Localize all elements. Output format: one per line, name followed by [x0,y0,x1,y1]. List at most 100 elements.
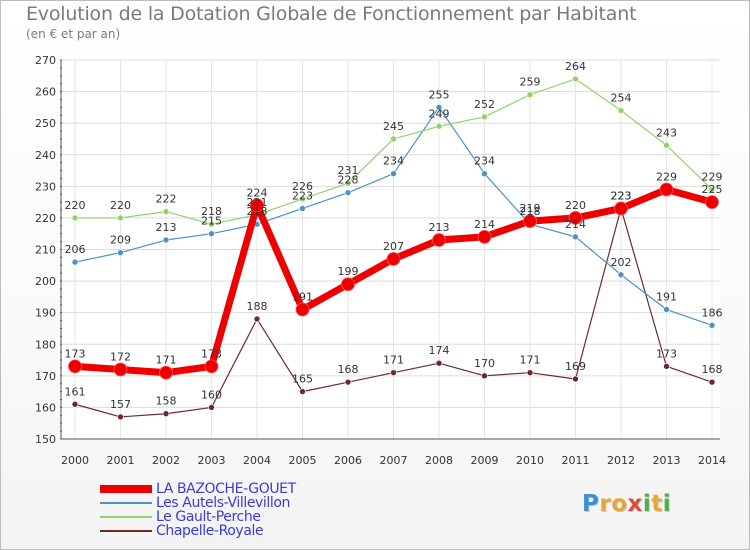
data-label: 186 [702,306,723,319]
x-tick-label: 2009 [471,454,499,467]
y-tick-label: 210 [35,244,56,257]
data-point [435,104,443,111]
data-point [526,91,534,99]
data-label: 173 [201,347,222,360]
data-point [299,205,306,212]
data-point [117,413,124,421]
data-label: 234 [383,155,404,168]
data-label: 170 [474,357,495,370]
x-tick-label: 2007 [380,454,408,467]
data-label: 259 [520,76,541,89]
x-tick-label: 2001 [107,454,135,467]
y-tick-label: 160 [35,401,56,414]
data-label: 252 [474,98,495,111]
data-label: 173 [65,347,86,360]
y-tick-label: 150 [35,433,56,446]
data-label: 220 [565,199,586,212]
data-label: 222 [156,193,177,206]
y-tick-label: 260 [35,86,56,99]
data-label: 221 [247,196,268,209]
x-tick-label: 2004 [243,454,271,467]
y-tick-label: 240 [35,149,56,162]
data-label: 229 [656,170,677,183]
data-point [659,182,674,197]
data-label: 234 [474,155,495,168]
data-label: 215 [201,215,222,228]
data-label: 218 [201,205,222,218]
y-tick-label: 190 [35,307,56,320]
data-point [432,233,446,247]
data-point [162,236,170,244]
chart-subtitle: (en € et par an) [26,27,121,41]
data-point [705,195,719,210]
data-point [481,113,488,121]
data-label: 225 [702,183,723,196]
data-label: 174 [429,344,450,357]
legend-label: Les Autels-Villevillon [156,495,291,511]
data-point [71,400,79,408]
data-point [617,107,625,114]
x-tick-label: 2010 [516,454,544,467]
y-tick-label: 180 [35,338,56,351]
legend-label: LA BAZOCHE-GOUET [156,481,296,497]
y-tick-label: 200 [35,275,56,288]
data-label: 220 [110,199,131,212]
data-label: 213 [429,221,450,234]
data-label: 231 [338,164,359,177]
data-point [250,198,264,213]
data-point [299,388,306,395]
data-point [208,220,215,228]
proxiti-logo: Proxiti [582,491,672,517]
series-la-bazoche-gouet [68,182,719,380]
series-chapelle-royale [71,205,716,421]
data-point [390,135,397,143]
data-point [162,208,170,215]
data-label: 165 [292,373,313,386]
data-label: 226 [292,180,313,193]
data-label: 223 [292,189,313,202]
data-point [435,123,443,130]
data-label: 213 [156,221,177,234]
x-tick-label: 2008 [425,454,453,467]
data-point [477,229,492,244]
data-label: 169 [565,360,586,373]
data-label: 173 [656,347,677,360]
data-label: 245 [383,120,404,133]
data-point [614,201,628,216]
data-point [208,404,215,411]
data-point [572,233,579,241]
data-label: 223 [611,189,632,202]
data-point [253,315,261,323]
data-point [390,369,397,376]
data-label: 249 [429,107,450,120]
data-label: 229 [702,170,723,183]
data-label: 160 [201,388,222,401]
data-label: 243 [656,126,677,139]
data-label: 191 [292,291,313,304]
data-label: 172 [110,351,131,364]
data-label: 223 [611,189,632,202]
data-point [481,372,488,380]
data-label: 255 [429,88,450,101]
data-point [344,378,352,386]
y-tick-label: 170 [35,370,56,383]
data-point [117,249,124,256]
data-point [568,211,583,225]
y-tick-label: 270 [35,54,56,67]
data-label: 158 [156,395,177,408]
data-point [435,359,443,367]
data-point [299,195,306,203]
data-label: 228 [338,174,359,187]
data-point [617,271,625,279]
data-label: 206 [65,243,86,256]
x-tick-label: 2011 [562,454,590,467]
data-label: 202 [611,256,632,269]
data-label: 264 [565,60,586,73]
data-point [295,302,310,317]
x-tick-label: 2005 [289,454,317,467]
x-tick-label: 2012 [607,454,635,467]
x-tick-label: 2003 [198,454,226,467]
data-point [159,365,173,380]
data-point [344,179,352,187]
data-point [523,214,537,228]
